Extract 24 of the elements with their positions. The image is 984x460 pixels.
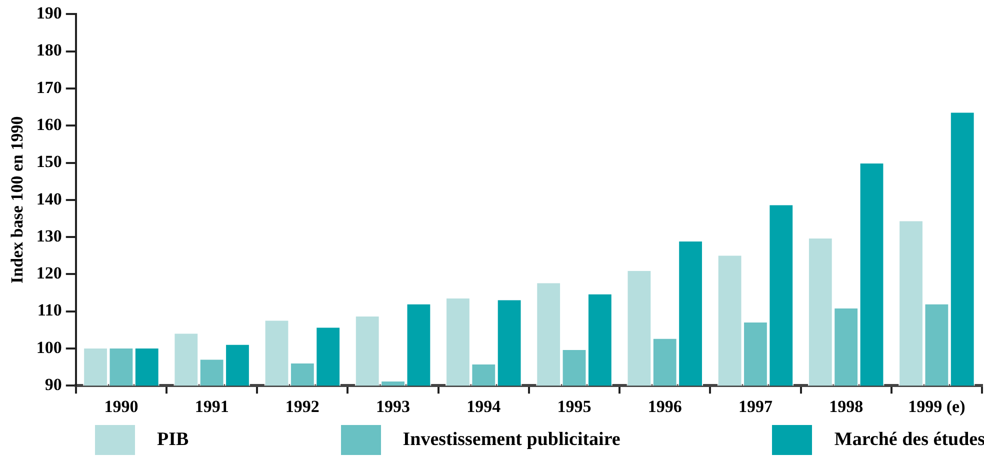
y-axis-title: Index base 100 en 1990: [8, 116, 27, 284]
y-tick-label: 190: [36, 4, 62, 23]
y-tick-label: 110: [37, 300, 62, 320]
x-tick-label: 1997: [738, 397, 773, 416]
x-tick-label: 1996: [648, 397, 682, 416]
y-tick-label: 170: [36, 78, 62, 97]
y-tick-label: 180: [36, 40, 62, 60]
y-tick-label: 140: [36, 189, 62, 208]
x-tick-label: 1999 (e): [908, 397, 966, 416]
y-tick-label: 150: [36, 152, 62, 172]
x-tick-label: 1990: [104, 397, 138, 416]
y-tick-label: 120: [36, 264, 62, 283]
y-tick-label: 90: [44, 374, 62, 394]
y-tick-label: 130: [36, 226, 62, 246]
x-tick-label: 1995: [557, 397, 592, 416]
x-tick-label: 1998: [829, 397, 864, 416]
x-tick-label: 1994: [466, 397, 502, 416]
y-tick-label: 100: [36, 338, 62, 357]
legend-label: PIB: [157, 429, 189, 451]
y-tick-label: 160: [36, 115, 62, 134]
x-tick-label: 1993: [376, 397, 410, 416]
legend-label: Investissement publicitaire: [402, 429, 620, 451]
x-tick-label: 1991: [194, 397, 229, 416]
x-tick-label: 1992: [285, 397, 320, 416]
